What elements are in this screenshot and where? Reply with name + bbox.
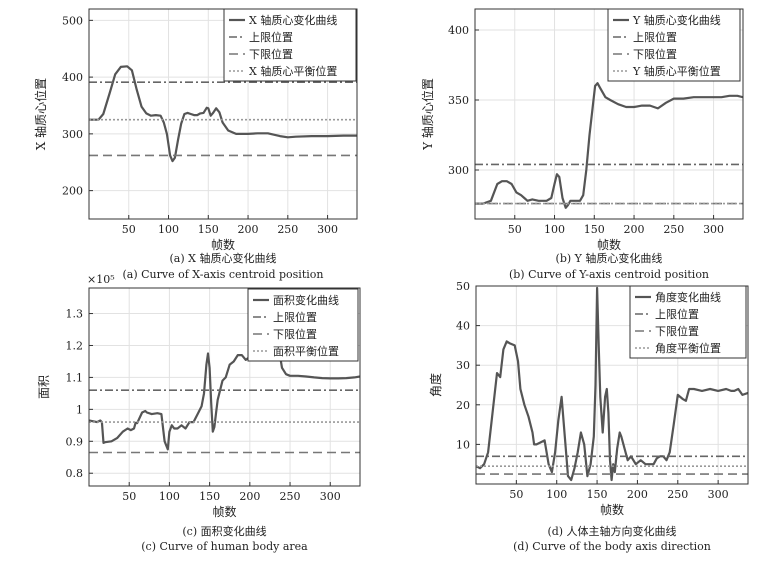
caption-en: (d) Curve of the body axis direction: [513, 540, 711, 553]
x-axis-label: 帧数: [211, 237, 235, 252]
chart-panel-0: 50 100 150 200 250 300 200 300 400 500 帧数 X 轴质心位置 (a…: [33, 8, 358, 281]
y-tick-label: 0.9: [66, 435, 84, 448]
y-axis-label: 面积: [37, 375, 51, 399]
legend-entry: 面积变化曲线: [273, 293, 339, 307]
x-tick-label: 150: [587, 488, 608, 501]
x-tick-label: 200: [238, 223, 259, 236]
y-tick-label: 300: [448, 164, 469, 177]
plot-frame: [475, 285, 749, 485]
x-tick-label: 200: [239, 490, 260, 503]
legend-entry: 上限位置: [273, 310, 317, 324]
legend-entry: 下限位置: [249, 47, 293, 61]
x-tick-label: 50: [508, 223, 522, 236]
x-tick-label: 100: [158, 223, 179, 236]
series-line-0: [475, 82, 743, 209]
legend-entry: 角度平衡位置: [655, 341, 721, 355]
legend-entry: 面积平衡位置: [273, 344, 339, 358]
legend-entry: 角度变化曲线: [655, 290, 721, 304]
y-tick-label: 1: [76, 403, 83, 416]
y-tick-label: 1.1: [66, 371, 84, 384]
chart-panel-1: 50 100 150 200 250 300 300 350 400 帧数 Y 轴质心位置 (b) Y…: [420, 8, 744, 281]
x-tick-label: 250: [663, 223, 684, 236]
y-tick-label: 50: [456, 280, 470, 293]
x-tick-label: 50: [122, 490, 136, 503]
caption-en: (c) Curve of human body area: [141, 540, 308, 553]
y-tick-label: 400: [448, 24, 469, 37]
caption-cn: (d) 人体主轴方向变化曲线: [547, 524, 676, 538]
chart-panel-2: 50 100 150 200 250 300 0.8 0.9 1 1.1 1.2 1.3 ×10⁵ 帧数 面…: [37, 273, 361, 553]
caption-cn: (b) Y 轴质心变化曲线: [556, 251, 663, 265]
y-tick-label: 500: [62, 14, 83, 27]
y-tick-label: 20: [456, 399, 470, 412]
x-tick-label: 200: [627, 488, 648, 501]
legend-entry: X 轴质心变化曲线: [249, 13, 337, 27]
legend-entry: 上限位置: [249, 30, 293, 44]
y-tick-label: 1.3: [66, 308, 84, 321]
x-tick-label: 250: [280, 490, 301, 503]
x-tick-label: 50: [122, 223, 136, 236]
x-tick-label: 50: [509, 488, 523, 501]
series-line-0: [476, 286, 748, 482]
legend-entry: 上限位置: [655, 307, 699, 321]
x-axis-label: 帧数: [212, 504, 236, 519]
y-axis-label: X 轴质心位置: [33, 78, 48, 150]
x-tick-label: 150: [199, 490, 220, 503]
legend-entry: 上限位置: [633, 30, 677, 44]
x-tick-label: 100: [544, 223, 565, 236]
series-line-0: [89, 65, 357, 163]
y-tick-label: 30: [456, 359, 470, 372]
legend-entry: 下限位置: [273, 327, 317, 341]
x-tick-label: 100: [159, 490, 180, 503]
y-tick-label: 10: [456, 438, 470, 451]
x-axis-label: 帧数: [597, 237, 621, 252]
x-tick-label: 300: [320, 490, 341, 503]
x-tick-label: 200: [624, 223, 645, 236]
y-tick-label: 1.2: [66, 339, 84, 352]
legend-box: [223, 8, 357, 82]
y-exponent-label: ×10⁵: [87, 273, 115, 286]
legend-entry: Y 轴质心变化曲线: [632, 13, 721, 27]
y-axis-label: 角度: [428, 373, 443, 397]
chart-panel-3: 50 100 150 200 250 300 10 20 30 40 50 帧数 角度 (d) 人体主轴方…: [428, 280, 749, 553]
plot-frame: [88, 8, 358, 220]
x-tick-label: 150: [584, 223, 605, 236]
y-axis-label: Y 轴质心位置: [420, 78, 435, 151]
y-tick-label: 0.8: [66, 467, 84, 480]
x-tick-label: 100: [546, 488, 567, 501]
legend-entry: 下限位置: [633, 47, 677, 61]
legend-entry: 下限位置: [655, 324, 699, 338]
x-tick-label: 300: [317, 223, 338, 236]
caption-cn: (c) 面积变化曲线: [182, 524, 266, 538]
x-tick-label: 300: [703, 223, 724, 236]
caption-en: (b) Curve of Y-axis centroid position: [509, 268, 709, 281]
x-tick-label: 250: [277, 223, 298, 236]
x-tick-label: 150: [198, 223, 219, 236]
caption-en: (a) Curve of X-axis centroid position: [123, 268, 324, 281]
y-tick-label: 40: [456, 320, 470, 333]
legend-entry: Y 轴质心平衡位置: [632, 64, 721, 78]
x-tick-label: 250: [667, 488, 688, 501]
x-axis-label: 帧数: [600, 502, 624, 517]
y-tick-label: 350: [448, 94, 469, 107]
plot-frame: [88, 287, 361, 487]
caption-cn: (a) X 轴质心变化曲线: [170, 251, 277, 265]
y-tick-label: 200: [62, 185, 83, 198]
legend-box: [607, 8, 741, 82]
y-tick-label: 400: [62, 71, 83, 84]
x-tick-label: 300: [708, 488, 729, 501]
legend-entry: X 轴质心平衡位置: [249, 64, 337, 78]
y-tick-label: 300: [62, 128, 83, 141]
